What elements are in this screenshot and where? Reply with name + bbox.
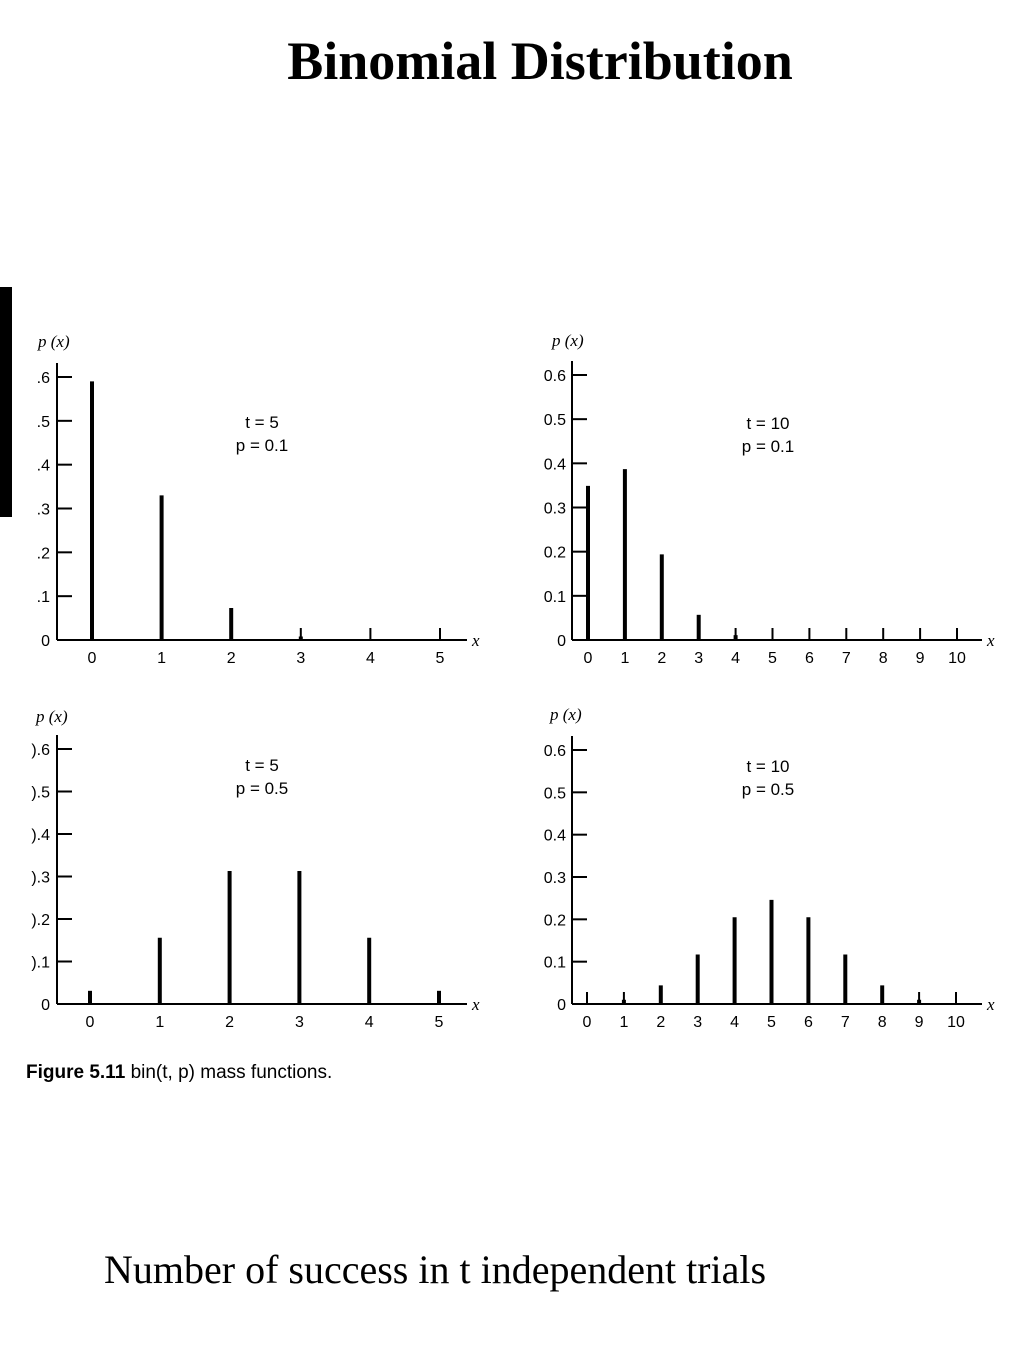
- x-axis-label: x: [986, 995, 995, 1014]
- y-tick-label: 0.2: [544, 545, 566, 562]
- x-axis-label: x: [471, 631, 480, 650]
- y-tick-label: 0.4: [544, 828, 566, 845]
- y-tick-label: 0: [41, 633, 50, 650]
- y-tick-label: ).5: [31, 785, 50, 802]
- x-tick-label: 3: [693, 1014, 702, 1031]
- x-tick-label: 9: [916, 650, 925, 667]
- x-tick-label: 0: [584, 650, 593, 667]
- y-tick-label: ).2: [31, 912, 50, 929]
- param-label: t = 10: [746, 414, 789, 433]
- y-tick-label: ).6: [31, 742, 50, 759]
- y-axis-label: p (x): [37, 332, 70, 351]
- figure-number: Figure 5.11: [26, 1062, 126, 1083]
- x-tick-label: 4: [731, 650, 740, 667]
- x-tick-label: 4: [365, 1014, 374, 1031]
- x-axis-label: x: [471, 995, 480, 1014]
- x-tick-label: 5: [767, 1014, 776, 1031]
- y-tick-label: 0: [557, 997, 566, 1014]
- x-tick-label: 0: [86, 1014, 95, 1031]
- x-tick-label: 1: [157, 650, 166, 667]
- chart-panel-bottom-left: 0 ).1 ).2 ).3 ).4 ).5 ).6 p (x) x 0 1 2 3 4 5 t = 5 p = …: [31, 707, 480, 1031]
- param-label: p = 0.1: [236, 436, 288, 455]
- y-tick-label: .2: [37, 545, 50, 562]
- figure-caption: Figure 5.11 bin(t, p) mass functions.: [26, 1060, 332, 1086]
- chart-panel-top-left: 0 .1 .2 .3 .4 .5 .6 p (x) x 0 1 2 3 4 5 t = 5 p = 0.1: [37, 332, 480, 667]
- y-tick-label: 0.1: [544, 589, 566, 606]
- y-tick-label: 0.4: [544, 456, 566, 473]
- x-tick-label: 7: [841, 1014, 850, 1031]
- y-tick-label: 0.3: [544, 501, 566, 518]
- param-label: p = 0.5: [742, 780, 794, 799]
- y-tick-label: 0.2: [544, 912, 566, 929]
- x-tick-label: 10: [948, 650, 966, 667]
- x-tick-label: 4: [366, 650, 375, 667]
- y-axis-label: p (x): [551, 331, 584, 350]
- x-tick-label: 0: [88, 650, 97, 667]
- y-tick-label: 0: [557, 633, 566, 650]
- param-label: p = 0.1: [742, 437, 794, 456]
- y-tick-label: 0.6: [544, 743, 566, 760]
- x-tick-label: 9: [915, 1014, 924, 1031]
- chart-panel-bottom-right: 0 0.1 0.2 0.3 0.4 0.5 0.6 p (x) x 0 1 2 3 4 5 6 7 8 9 10 t =…: [544, 705, 995, 1031]
- scan-edge-mark: [0, 287, 12, 517]
- param-label: t = 10: [746, 757, 789, 776]
- binomial-figure: 0.1.2.3.4.5.6p (x)x0 1 2 3 4 5t = 5p = 0.100.…: [31, 331, 995, 1031]
- x-tick-label: 4: [730, 1014, 739, 1031]
- x-tick-label: 3: [694, 650, 703, 667]
- x-tick-label: 0: [583, 1014, 592, 1031]
- y-tick-label: ).4: [31, 827, 50, 844]
- x-tick-label: 3: [296, 650, 305, 667]
- y-tick-label: 0: [41, 997, 50, 1014]
- x-tick-label: 3: [295, 1014, 304, 1031]
- y-tick-label: 0.5: [544, 412, 566, 429]
- y-tick-label: .5: [37, 414, 50, 431]
- y-axis-label: p (x): [549, 705, 582, 724]
- x-tick-label: 1: [619, 1014, 628, 1031]
- x-tick-label: 7: [842, 650, 851, 667]
- x-tick-label: 2: [227, 650, 236, 667]
- x-tick-label: 2: [225, 1014, 234, 1031]
- x-tick-label: 5: [436, 650, 445, 667]
- param-label: p = 0.5: [236, 779, 288, 798]
- y-tick-label: .6: [37, 370, 50, 387]
- y-tick-label: .1: [37, 589, 50, 606]
- x-tick-label: 2: [657, 650, 666, 667]
- x-tick-label: 1: [155, 1014, 164, 1031]
- y-tick-label: .4: [37, 458, 50, 475]
- bottom-description: Number of success in t independent trial…: [104, 1247, 767, 1292]
- param-label: t = 5: [245, 756, 279, 775]
- y-tick-label: 0.5: [544, 785, 566, 802]
- y-tick-label: 0.1: [544, 955, 566, 972]
- y-tick-label: ).1: [31, 955, 50, 972]
- x-tick-label: 1: [620, 650, 629, 667]
- y-axis-label: p (x): [35, 707, 68, 726]
- y-tick-label: ).3: [31, 870, 50, 887]
- x-tick-label: 8: [878, 1014, 887, 1031]
- x-tick-label: 6: [804, 1014, 813, 1031]
- x-tick-label: 2: [656, 1014, 665, 1031]
- x-tick-label: 5: [768, 650, 777, 667]
- chart-panel-top-right: 0 0.1 0.2 0.3 0.4 0.5 0.6 p (x) x 0 1 2 3 4 5 6 7 8 9 10 t =…: [544, 331, 995, 667]
- slide-title: Binomial Distribution: [287, 31, 793, 91]
- x-tick-label: 6: [805, 650, 814, 667]
- y-tick-label: 0.3: [544, 870, 566, 887]
- x-tick-label: 5: [435, 1014, 444, 1031]
- x-axis-label: x: [986, 631, 995, 650]
- y-tick-label: .3: [37, 502, 50, 519]
- param-label: t = 5: [245, 413, 279, 432]
- x-tick-label: 10: [947, 1014, 965, 1031]
- figure-caption-text: bin(t, p) mass functions.: [130, 1062, 333, 1083]
- y-tick-label: 0.6: [544, 368, 566, 385]
- x-tick-label: 8: [879, 650, 888, 667]
